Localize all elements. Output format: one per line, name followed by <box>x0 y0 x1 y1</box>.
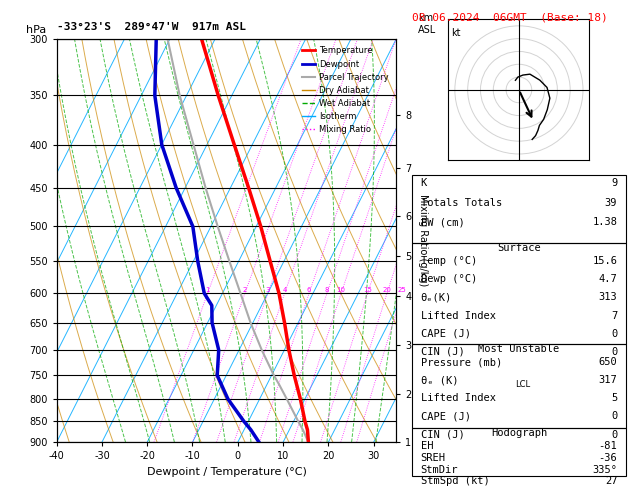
Text: Lifted Index: Lifted Index <box>421 311 496 321</box>
Text: 8: 8 <box>325 287 329 294</box>
Text: kt: kt <box>451 28 460 38</box>
Text: PW (cm): PW (cm) <box>421 217 464 227</box>
Bar <box>412 344 626 428</box>
Text: Surface: Surface <box>497 243 541 253</box>
Text: 08.06.2024  06GMT  (Base: 18): 08.06.2024 06GMT (Base: 18) <box>412 12 608 22</box>
Text: LCL: LCL <box>515 381 530 389</box>
Text: CIN (J): CIN (J) <box>421 430 464 439</box>
Text: StmSpd (kt): StmSpd (kt) <box>421 476 489 486</box>
Text: -81: -81 <box>599 441 617 451</box>
Text: Totals Totals: Totals Totals <box>421 197 502 208</box>
Text: CIN (J): CIN (J) <box>421 347 464 357</box>
Text: 15: 15 <box>363 287 372 294</box>
Text: 6: 6 <box>307 287 311 294</box>
Text: 650: 650 <box>599 357 617 367</box>
Text: 1: 1 <box>205 287 210 294</box>
Text: CAPE (J): CAPE (J) <box>421 329 470 339</box>
Text: 39: 39 <box>605 197 617 208</box>
Text: Most Unstable: Most Unstable <box>478 344 560 354</box>
Text: km
ASL: km ASL <box>418 13 437 35</box>
Text: 27: 27 <box>605 476 617 486</box>
Text: Lifted Index: Lifted Index <box>421 394 496 403</box>
Y-axis label: Mixing Ratio (g/kg): Mixing Ratio (g/kg) <box>418 194 428 287</box>
Text: 313: 313 <box>599 293 617 302</box>
Bar <box>412 175 626 243</box>
Text: SREH: SREH <box>421 453 445 463</box>
Text: -33°23'S  289°47'W  917m ASL: -33°23'S 289°47'W 917m ASL <box>57 21 245 32</box>
Text: θₑ (K): θₑ (K) <box>421 375 458 385</box>
Bar <box>412 243 626 344</box>
Text: 7: 7 <box>611 311 617 321</box>
Text: Hodograph: Hodograph <box>491 428 547 438</box>
Bar <box>412 428 626 476</box>
Text: 0: 0 <box>611 329 617 339</box>
Text: 25: 25 <box>398 287 406 294</box>
Text: 335°: 335° <box>593 465 617 475</box>
Text: 4: 4 <box>282 287 287 294</box>
Text: Pressure (mb): Pressure (mb) <box>421 357 502 367</box>
Text: K: K <box>421 178 427 188</box>
Text: 0: 0 <box>611 430 617 439</box>
Text: Dewp (°C): Dewp (°C) <box>421 275 477 284</box>
X-axis label: Dewpoint / Temperature (°C): Dewpoint / Temperature (°C) <box>147 467 306 477</box>
Text: 0: 0 <box>611 412 617 421</box>
Text: 317: 317 <box>599 375 617 385</box>
Text: hPa: hPa <box>26 25 47 35</box>
Text: 9: 9 <box>611 178 617 188</box>
Text: 0: 0 <box>611 347 617 357</box>
Text: CAPE (J): CAPE (J) <box>421 412 470 421</box>
Text: -36: -36 <box>599 453 617 463</box>
Text: Temp (°C): Temp (°C) <box>421 256 477 266</box>
Text: StmDir: StmDir <box>421 465 458 475</box>
Legend: Temperature, Dewpoint, Parcel Trajectory, Dry Adiabat, Wet Adiabat, Isotherm, Mi: Temperature, Dewpoint, Parcel Trajectory… <box>299 43 392 138</box>
Text: 20: 20 <box>382 287 391 294</box>
Text: EH: EH <box>421 441 433 451</box>
Text: 1.38: 1.38 <box>593 217 617 227</box>
Text: 10: 10 <box>337 287 345 294</box>
Text: 4.7: 4.7 <box>599 275 617 284</box>
Text: 3: 3 <box>265 287 270 294</box>
Text: 5: 5 <box>611 394 617 403</box>
Text: θₑ(K): θₑ(K) <box>421 293 452 302</box>
Text: 15.6: 15.6 <box>593 256 617 266</box>
Text: 2: 2 <box>243 287 247 294</box>
